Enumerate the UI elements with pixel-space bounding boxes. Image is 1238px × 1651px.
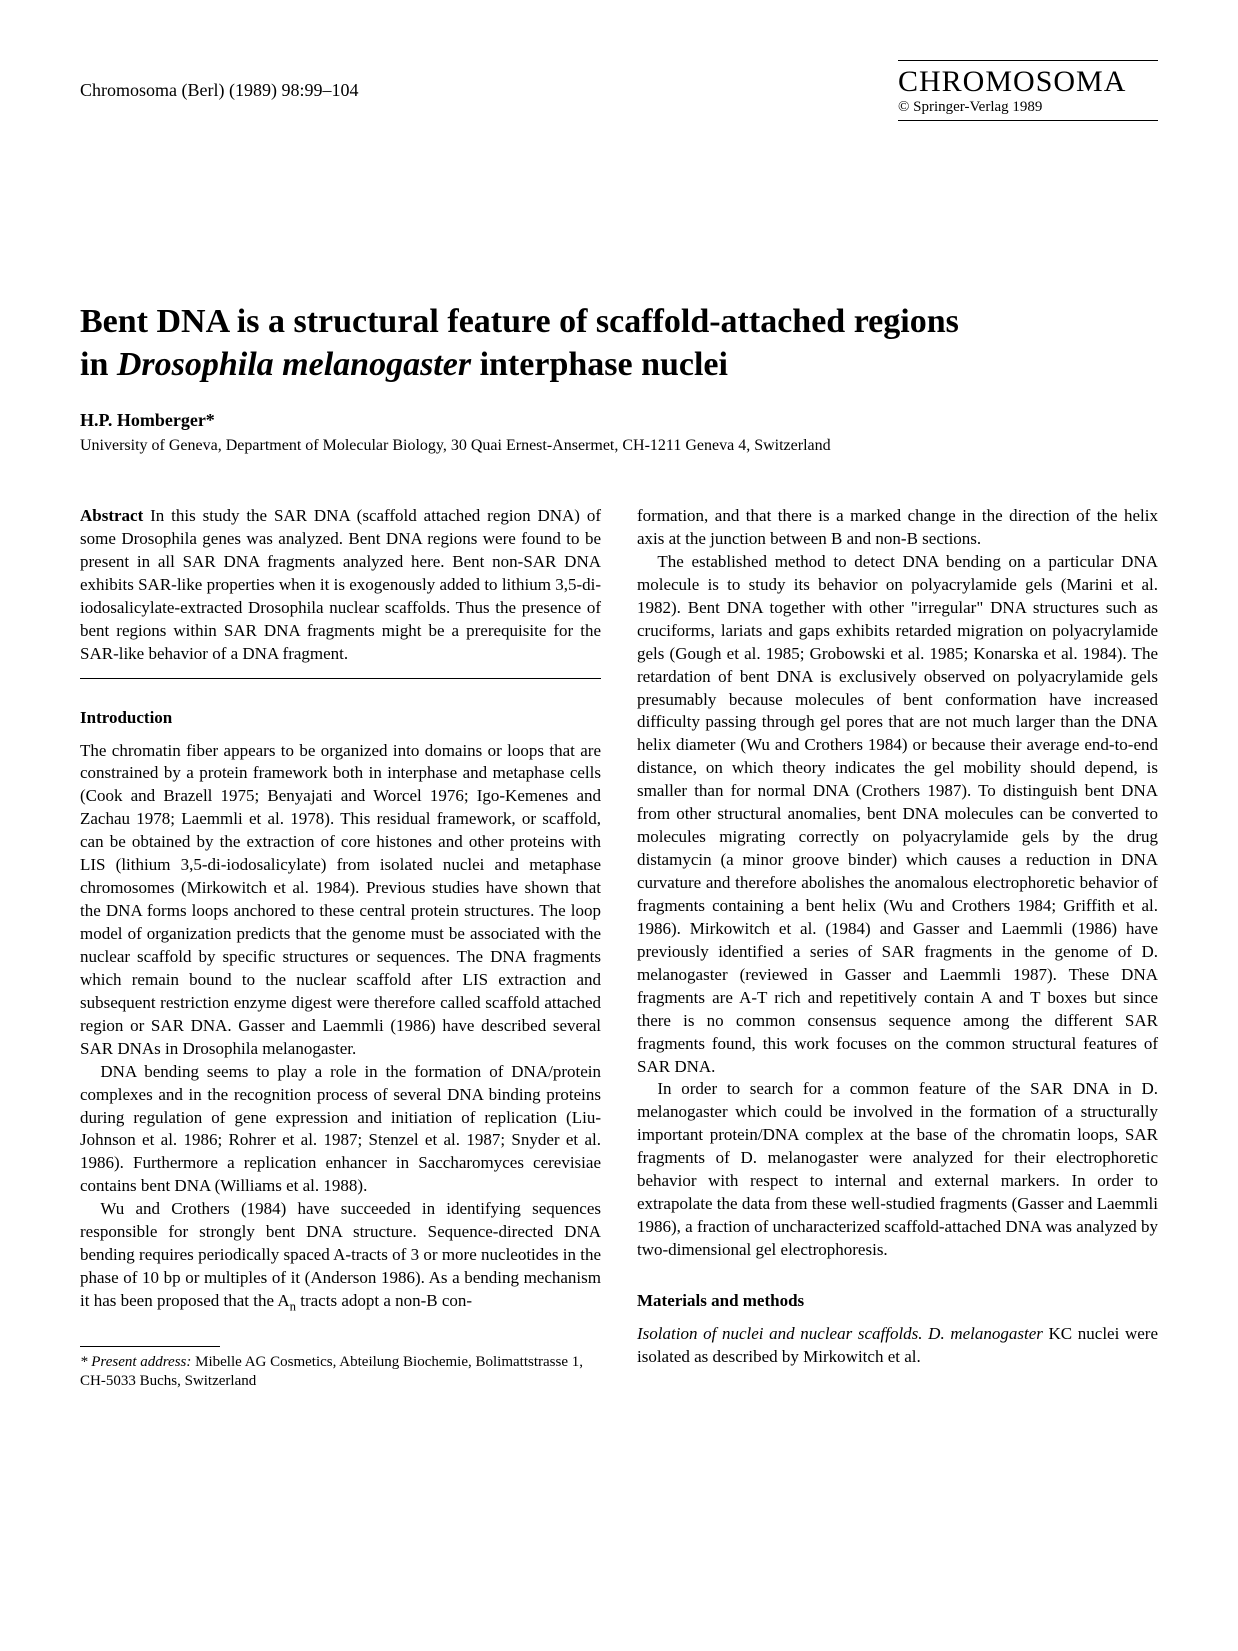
left-column: Abstract In this study the SAR DNA (scaf… [80,505,601,1392]
article-title: Bent DNA is a structural feature of scaf… [80,301,1158,386]
page: Chromosoma (Berl) (1989) 98:99–104 CHROM… [0,0,1238,1472]
introduction-heading: Introduction [80,707,601,730]
materials-methods-paragraph-1: Isolation of nuclei and nuclear scaffold… [637,1323,1158,1369]
title-line-2-pre: in [80,346,117,383]
abstract-text: In this study the SAR DNA (scaffold atta… [80,506,601,663]
footnote-separator [80,1346,220,1347]
running-citation: Chromosoma (Berl) (1989) 98:99–104 [80,60,358,101]
right-paragraph-3: In order to search for a common feature … [637,1078,1158,1262]
abstract-paragraph: Abstract In this study the SAR DNA (scaf… [80,505,601,666]
copyright-line: © Springer-Verlag 1989 [898,99,1158,116]
author-affiliation: University of Geneva, Department of Mole… [80,437,1158,455]
footnote: * Present address: Mibelle AG Cosmetics,… [80,1353,601,1392]
two-column-body: Abstract In this study the SAR DNA (scaf… [80,505,1158,1392]
header-bar: Chromosoma (Berl) (1989) 98:99–104 CHROM… [80,60,1158,121]
intro-paragraph-2: DNA bending seems to play a role in the … [80,1061,601,1199]
title-line-1: Bent DNA is a structural feature of scaf… [80,303,959,340]
abstract-separator [80,678,601,679]
materials-methods-heading: Materials and methods [637,1290,1158,1313]
abstract-label: Abstract [80,506,143,525]
journal-block: CHROMOSOMA © Springer-Verlag 1989 [898,60,1158,121]
journal-name: CHROMOSOMA [898,65,1158,99]
intro-paragraph-3: Wu and Crothers (1984) have succeeded in… [80,1198,601,1315]
intro-paragraph-1: The chromatin fiber appears to be organi… [80,740,601,1061]
footnote-label: * Present address: [80,1354,191,1370]
mm-p1-italic: Isolation of nuclei and nuclear scaffold… [637,1324,1043,1343]
right-column: formation, and that there is a marked ch… [637,505,1158,1392]
title-species: Drosophila melanogaster [117,346,471,383]
intro-p3-post: tracts adopt a non-B con- [296,1291,472,1310]
right-paragraph-1: formation, and that there is a marked ch… [637,505,1158,551]
author-name: H.P. Homberger* [80,410,1158,431]
title-line-2-post: interphase nuclei [471,346,728,383]
right-paragraph-2: The established method to detect DNA ben… [637,551,1158,1079]
